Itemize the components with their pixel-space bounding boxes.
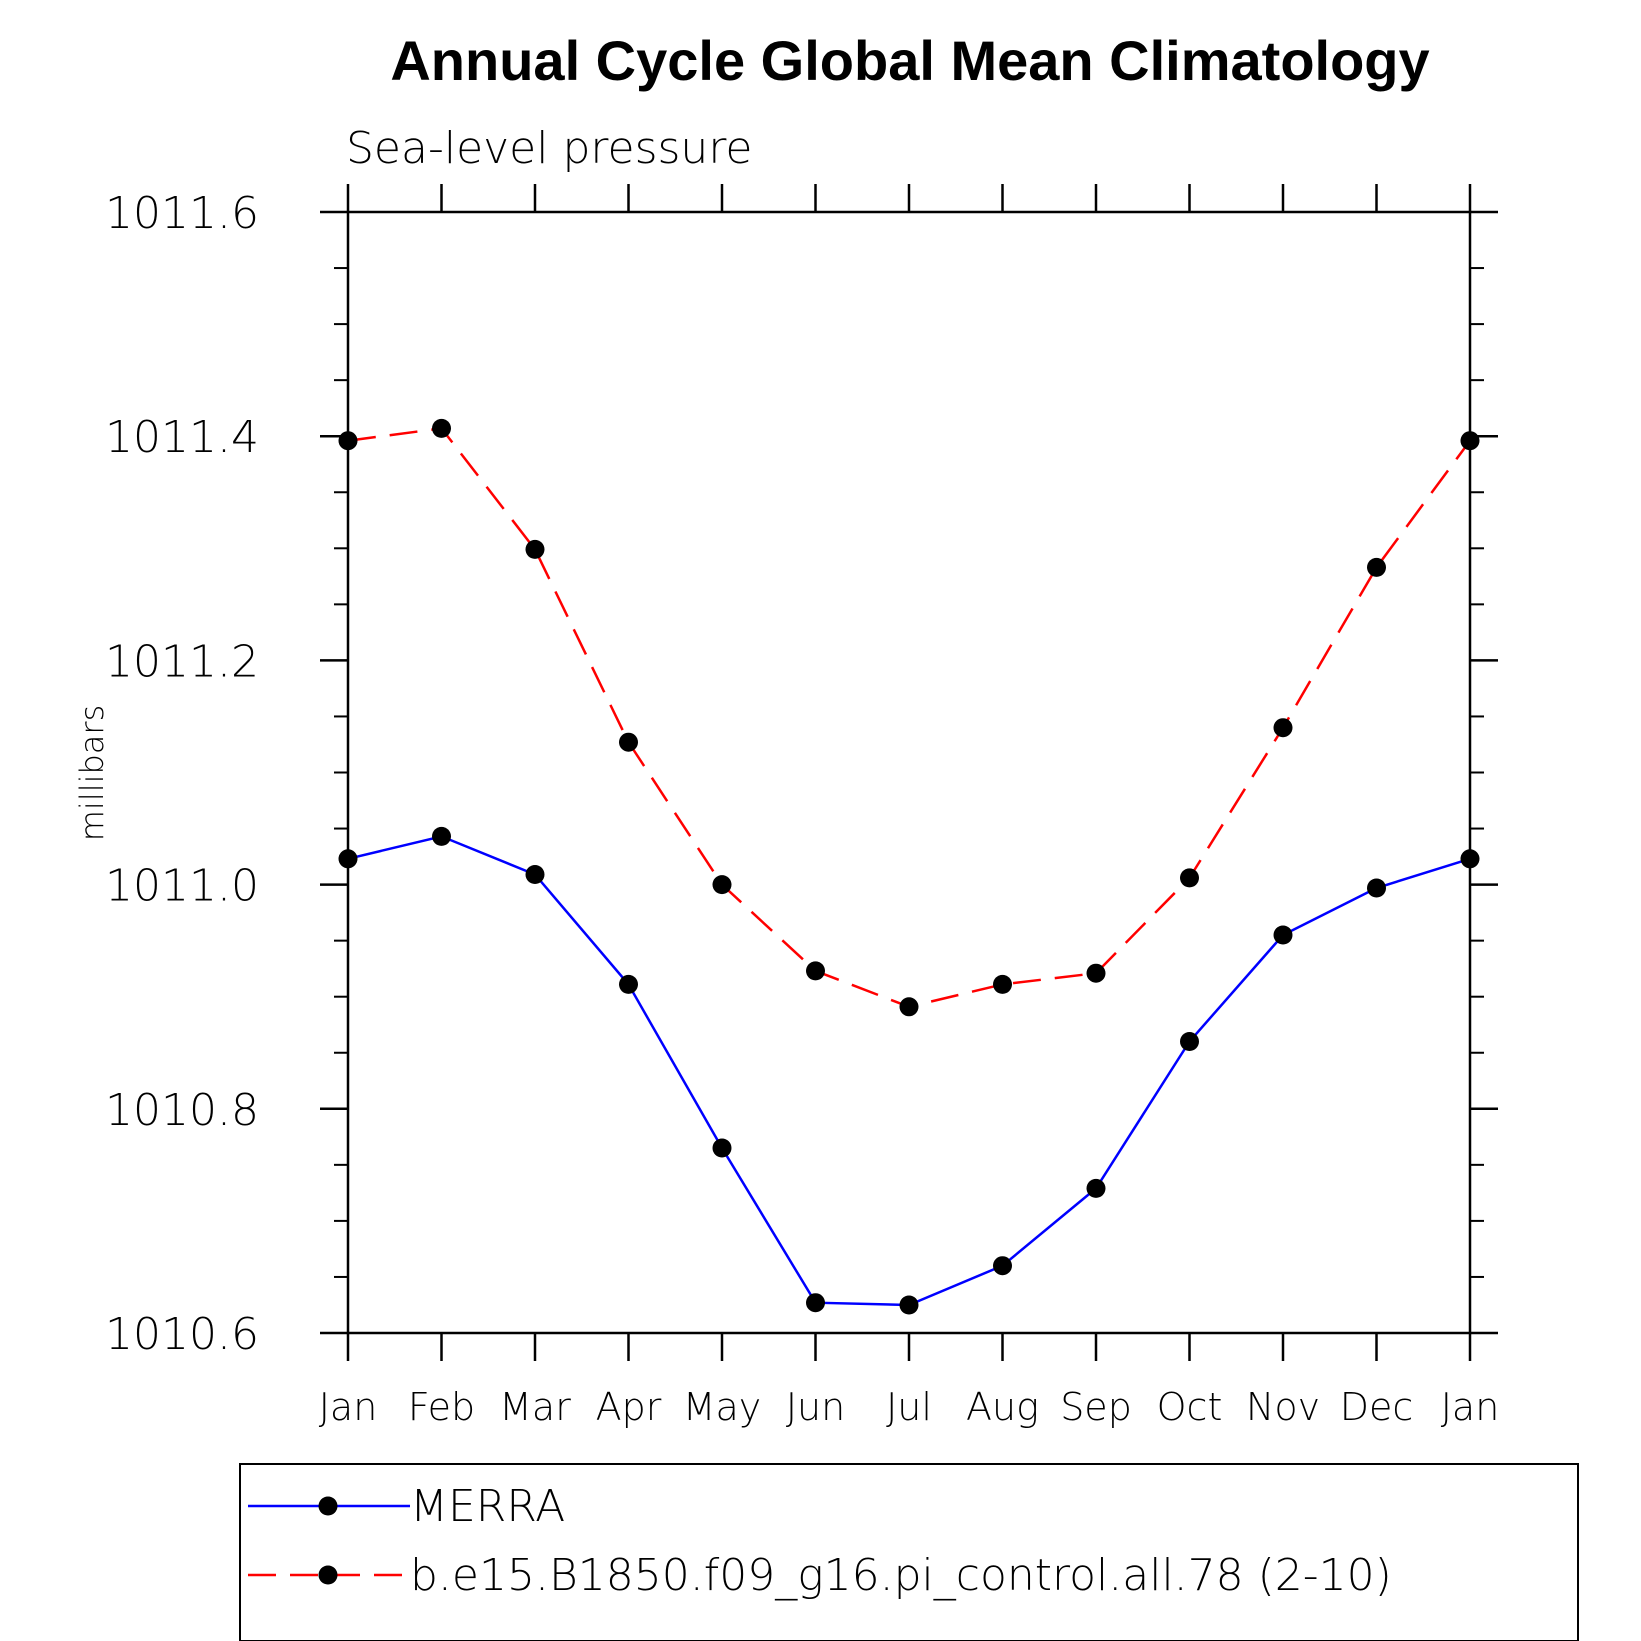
y-tick-label: 1011.0: [105, 861, 259, 912]
data-point: [899, 997, 919, 1017]
data-point: [712, 1138, 732, 1158]
legend-marker-merra: [318, 1496, 338, 1516]
x-tick-label: Oct: [1157, 1385, 1223, 1429]
x-tick-label: Apr: [596, 1385, 662, 1429]
data-point: [1273, 925, 1293, 945]
data-point: [525, 539, 545, 559]
plot-frame: [346, 210, 1472, 1335]
data-point: [993, 974, 1012, 994]
x-tick-label: Aug: [966, 1385, 1039, 1429]
series-line-1: [347, 427, 1472, 1009]
legend-marker-model: [318, 1565, 338, 1585]
x-tick-label: May: [683, 1385, 762, 1429]
x-tick-label: Mar: [499, 1385, 571, 1429]
x-tick-label: Dec: [1340, 1385, 1414, 1429]
data-point: [1180, 868, 1199, 888]
y-tick-label: 1011.2: [105, 636, 259, 687]
data-point: [712, 875, 732, 895]
x-tick-label: Sep: [1060, 1385, 1132, 1429]
data-point: [525, 865, 545, 884]
legend-label-merra: MERRA: [410, 1481, 565, 1532]
data-point: [1180, 1032, 1199, 1051]
x-tick-label: Feb: [408, 1385, 475, 1429]
data-point: [1367, 878, 1386, 898]
plot-series: [338, 418, 1480, 1315]
data-point: [432, 826, 451, 846]
data-point: [619, 974, 638, 994]
data-point: [1367, 557, 1386, 577]
y-tick-label: 1010.6: [105, 1309, 259, 1360]
x-tick-label: Nov: [1246, 1385, 1320, 1429]
legend: MERRA b.e15.B1850.f09_g16.pi_control.all…: [239, 1463, 1579, 1641]
chart-title: Annual Cycle Global Mean Climatology: [390, 29, 1429, 92]
data-point: [899, 1295, 919, 1315]
data-point: [806, 961, 825, 981]
x-tick-label: Jan: [319, 1385, 378, 1429]
y-tick-label: 1011.6: [105, 188, 259, 239]
data-point: [806, 1293, 825, 1313]
series-line-0: [347, 835, 1471, 1307]
data-point: [993, 1256, 1012, 1276]
y-tick-label: 1010.8: [105, 1085, 259, 1136]
x-tick-label: Jul: [886, 1385, 932, 1429]
data-point: [432, 418, 451, 438]
y-axis-label: millibars: [73, 705, 111, 841]
x-tick-label: Jun: [786, 1385, 845, 1429]
legend-label-model: b.e15.B1850.f09_g16.pi_control.all.78 (2…: [410, 1550, 1392, 1601]
data-point: [619, 732, 638, 752]
axes: Jan Feb Mar Apr May Jun Jul Aug Sep Oct Nov Dec Jan 1…: [105, 184, 1499, 1429]
chart-subtitle: Sea-level pressure: [346, 123, 753, 174]
data-point: [1086, 963, 1106, 983]
y-tick-label: 1011.4: [105, 412, 259, 463]
data-point: [1086, 1178, 1106, 1198]
x-tick-label: Jan: [1441, 1385, 1500, 1429]
legend-box: [239, 1463, 1579, 1641]
data-point: [1273, 718, 1293, 738]
